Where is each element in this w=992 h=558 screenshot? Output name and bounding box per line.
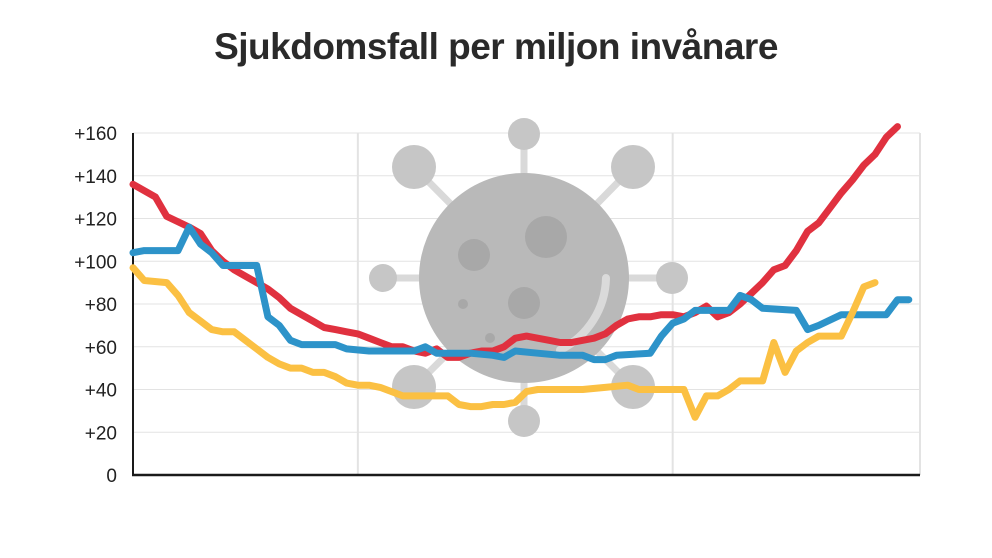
series-line-1 bbox=[129, 223, 913, 364]
y-tick-label: +40 bbox=[85, 381, 117, 402]
series-line-2 bbox=[129, 264, 879, 421]
series-line-0 bbox=[129, 123, 901, 361]
y-tick-label: +120 bbox=[74, 210, 117, 231]
axes bbox=[132, 133, 920, 477]
y-tick-label: +60 bbox=[85, 338, 117, 359]
series bbox=[129, 123, 913, 421]
y-tick-label: +160 bbox=[74, 124, 117, 145]
y-tick-label: 0 bbox=[106, 466, 117, 487]
chart-title: Sjukdomsfall per miljon invånare bbox=[214, 26, 778, 67]
y-tick-label: +100 bbox=[74, 252, 117, 273]
y-tick-label: +140 bbox=[74, 167, 117, 188]
virus-icon bbox=[369, 118, 688, 437]
y-axis-ticks: 0 +20 +40 +60 +80 +100 +120 +140 +160 bbox=[74, 124, 117, 487]
y-tick-label: +80 bbox=[85, 295, 117, 316]
y-tick-label: +20 bbox=[85, 423, 117, 444]
